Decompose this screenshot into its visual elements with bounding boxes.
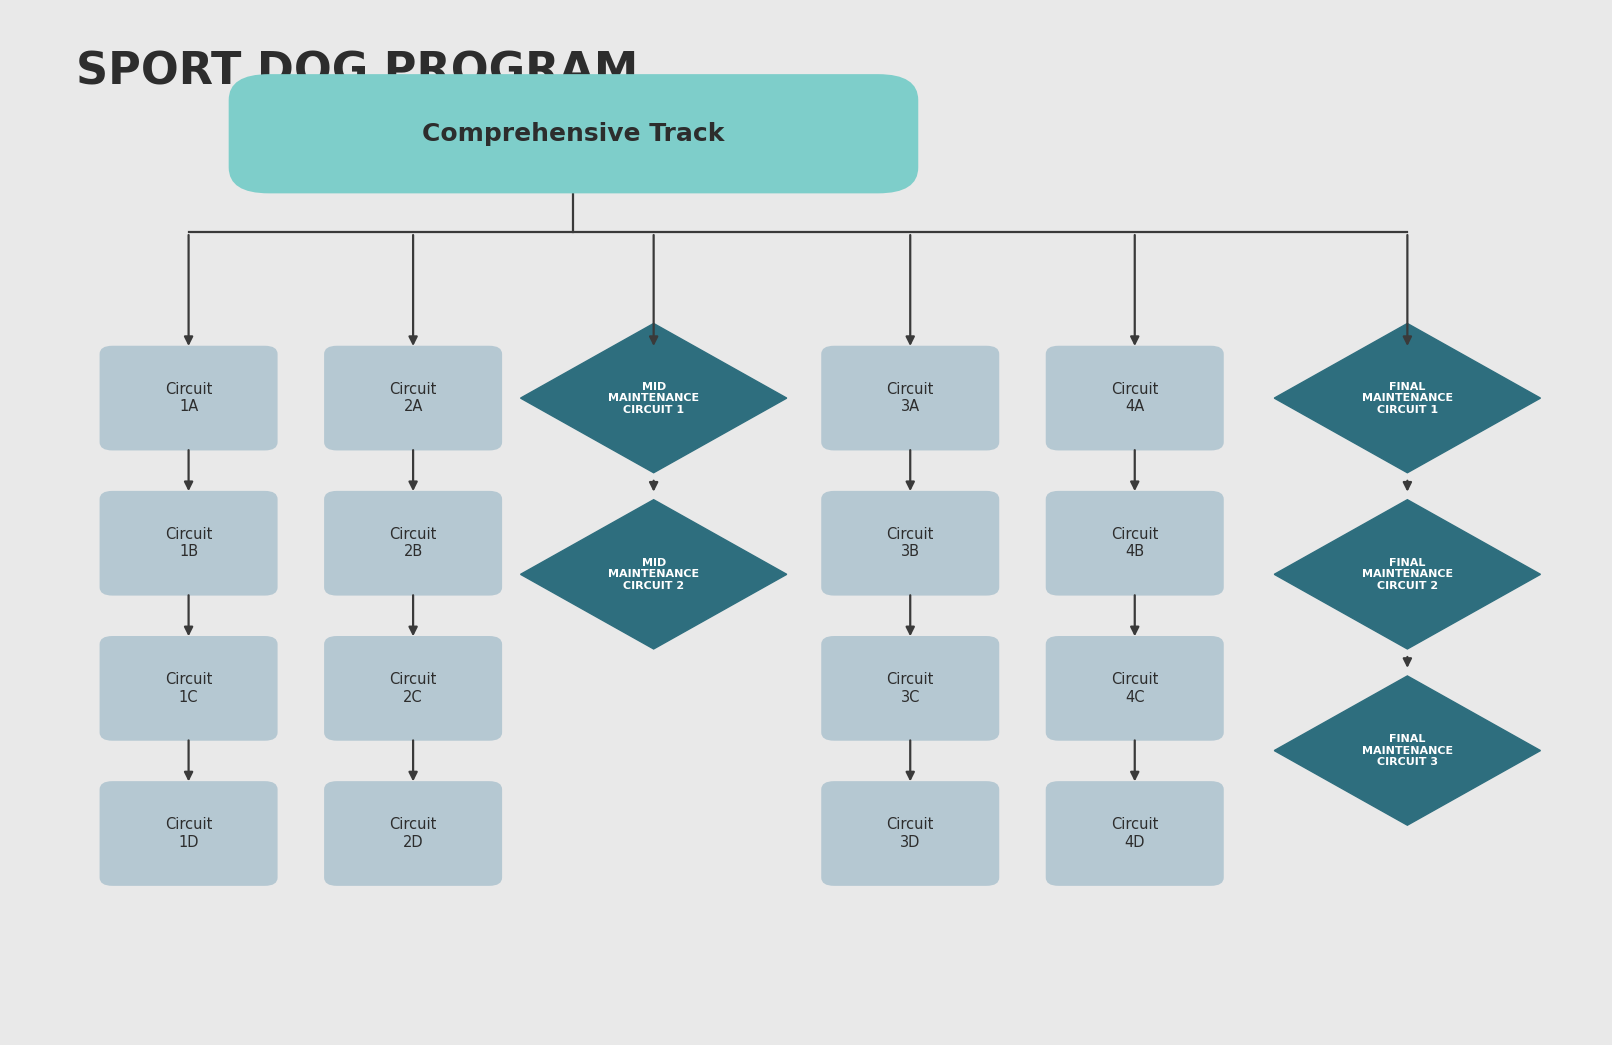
FancyBboxPatch shape xyxy=(1046,491,1224,596)
FancyBboxPatch shape xyxy=(100,346,277,450)
Text: MID
MAINTENANCE
CIRCUIT 2: MID MAINTENANCE CIRCUIT 2 xyxy=(608,558,700,590)
Text: Circuit
4C: Circuit 4C xyxy=(1111,672,1159,704)
FancyBboxPatch shape xyxy=(821,636,999,741)
Text: FINAL
MAINTENANCE
CIRCUIT 1: FINAL MAINTENANCE CIRCUIT 1 xyxy=(1362,381,1452,415)
Text: MID
MAINTENANCE
CIRCUIT 1: MID MAINTENANCE CIRCUIT 1 xyxy=(608,381,700,415)
FancyBboxPatch shape xyxy=(229,74,919,193)
Text: Circuit
1B: Circuit 1B xyxy=(164,527,213,559)
Text: Circuit
2B: Circuit 2B xyxy=(390,527,437,559)
FancyBboxPatch shape xyxy=(100,636,277,741)
Text: Circuit
3C: Circuit 3C xyxy=(887,672,933,704)
FancyBboxPatch shape xyxy=(1046,782,1224,886)
Text: Circuit
1C: Circuit 1C xyxy=(164,672,213,704)
Text: Circuit
4A: Circuit 4A xyxy=(1111,381,1159,414)
Text: SPORT DOG PROGRAM: SPORT DOG PROGRAM xyxy=(76,51,638,94)
Polygon shape xyxy=(1273,324,1541,472)
FancyBboxPatch shape xyxy=(1046,346,1224,450)
Polygon shape xyxy=(521,500,787,649)
Text: Circuit
2A: Circuit 2A xyxy=(390,381,437,414)
Text: FINAL
MAINTENANCE
CIRCUIT 3: FINAL MAINTENANCE CIRCUIT 3 xyxy=(1362,734,1452,767)
FancyBboxPatch shape xyxy=(821,491,999,596)
FancyBboxPatch shape xyxy=(821,346,999,450)
Text: FINAL
MAINTENANCE
CIRCUIT 2: FINAL MAINTENANCE CIRCUIT 2 xyxy=(1362,558,1452,590)
Text: Circuit
3D: Circuit 3D xyxy=(887,817,933,850)
Text: Circuit
4D: Circuit 4D xyxy=(1111,817,1159,850)
Text: Circuit
3B: Circuit 3B xyxy=(887,527,933,559)
Text: Circuit
1D: Circuit 1D xyxy=(164,817,213,850)
FancyBboxPatch shape xyxy=(1046,636,1224,741)
FancyBboxPatch shape xyxy=(100,491,277,596)
Polygon shape xyxy=(521,324,787,472)
FancyBboxPatch shape xyxy=(100,782,277,886)
FancyBboxPatch shape xyxy=(324,636,501,741)
FancyBboxPatch shape xyxy=(821,782,999,886)
Text: Circuit
2C: Circuit 2C xyxy=(390,672,437,704)
Text: Circuit
4B: Circuit 4B xyxy=(1111,527,1159,559)
FancyBboxPatch shape xyxy=(324,491,501,596)
Polygon shape xyxy=(1273,500,1541,649)
Text: Circuit
1A: Circuit 1A xyxy=(164,381,213,414)
FancyBboxPatch shape xyxy=(324,782,501,886)
Text: Comprehensive Track: Comprehensive Track xyxy=(422,122,725,145)
Text: Circuit
2D: Circuit 2D xyxy=(390,817,437,850)
FancyBboxPatch shape xyxy=(324,346,501,450)
Text: Circuit
3A: Circuit 3A xyxy=(887,381,933,414)
Polygon shape xyxy=(1273,676,1541,826)
